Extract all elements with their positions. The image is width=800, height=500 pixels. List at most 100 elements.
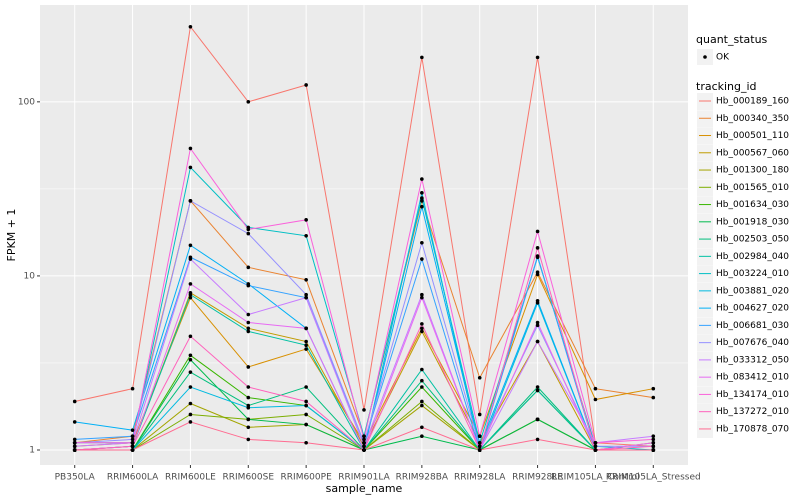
data-point <box>304 412 308 417</box>
data-point <box>535 323 540 328</box>
data-point <box>593 448 598 452</box>
x-tick-label: RRIM105LA_Stressed <box>606 473 701 483</box>
data-point <box>72 448 77 452</box>
data-point <box>651 437 656 442</box>
data-point <box>246 329 251 334</box>
data-point <box>535 229 540 234</box>
data-point <box>304 403 308 408</box>
data-point <box>477 448 482 452</box>
data-point <box>651 434 656 439</box>
legend-label: Hb_000340_350 <box>716 114 789 124</box>
data-point <box>304 295 308 300</box>
data-point <box>477 375 482 380</box>
data-point <box>188 385 193 389</box>
data-point <box>420 425 424 430</box>
x-tick-label: RRIM600LE <box>165 473 216 483</box>
data-point <box>477 440 482 445</box>
data-point <box>188 257 193 261</box>
y-tick-label: 100 <box>18 97 35 107</box>
data-point <box>246 231 251 236</box>
legend-point <box>703 55 707 59</box>
data-point <box>246 385 251 389</box>
data-point <box>362 444 366 449</box>
data-point <box>535 385 540 389</box>
data-point <box>535 246 540 250</box>
data-point <box>535 320 540 325</box>
data-point <box>130 444 135 449</box>
data-point <box>188 401 193 406</box>
data-point <box>72 437 77 442</box>
data-point <box>188 292 193 297</box>
legend-label: Hb_170878_070 <box>716 424 789 434</box>
data-point <box>304 218 308 222</box>
data-point <box>72 444 77 449</box>
x-axis-title: sample_name <box>326 482 403 495</box>
y-tick-label: 1 <box>29 445 35 455</box>
data-point <box>188 353 193 358</box>
data-point <box>304 234 308 238</box>
data-point <box>420 399 424 404</box>
x-tick-label: RRIM928LA <box>454 473 506 483</box>
data-point <box>420 199 424 203</box>
data-point <box>246 405 251 410</box>
data-point <box>72 440 77 445</box>
data-point <box>188 243 193 248</box>
data-point <box>188 199 193 203</box>
data-point <box>246 312 251 317</box>
data-point <box>535 55 540 60</box>
legend-label: Hb_002984_040 <box>716 252 789 262</box>
legend-label: Hb_003881_020 <box>716 286 789 296</box>
data-point <box>535 254 540 258</box>
legend-title: tracking_id <box>696 80 757 93</box>
data-point <box>535 339 540 344</box>
x-tick-label: RRIM901LA <box>338 473 390 483</box>
data-point <box>420 177 424 181</box>
data-point <box>130 428 135 432</box>
data-point <box>304 339 308 344</box>
data-point <box>651 448 656 452</box>
data-point <box>304 399 308 404</box>
legend-label: Hb_033312_050 <box>716 355 789 365</box>
data-point <box>477 434 482 439</box>
legend-label: Hb_001565_010 <box>716 183 789 193</box>
data-point <box>130 386 135 391</box>
data-point <box>188 295 193 300</box>
data-point <box>420 378 424 383</box>
x-tick-label: RRIM105LA_Control <box>551 473 640 483</box>
data-point <box>593 386 598 391</box>
data-point <box>130 448 135 452</box>
data-point <box>420 295 424 300</box>
data-point <box>304 326 308 331</box>
y-tick-label: 10 <box>24 271 36 281</box>
data-point <box>246 417 251 422</box>
data-point <box>188 370 193 374</box>
legend-label: Hb_000189_160 <box>716 97 789 107</box>
x-tick-label: PB350LA <box>55 473 96 483</box>
x-tick-label: RRIM928BA <box>396 473 449 483</box>
data-point <box>593 444 598 449</box>
legend-label: Hb_001300_180 <box>716 166 789 176</box>
y-axis-title: FPKM + 1 <box>5 209 18 262</box>
data-point <box>304 422 308 427</box>
data-point <box>535 272 540 277</box>
legend-label: OK <box>716 53 730 63</box>
data-point <box>188 420 193 424</box>
data-point <box>420 326 424 331</box>
x-tick-label: RRIM600PE <box>281 473 333 483</box>
data-point <box>304 440 308 445</box>
legend-label: Hb_137272_010 <box>716 407 789 417</box>
data-point <box>362 448 366 452</box>
data-point <box>304 83 308 87</box>
data-point <box>420 403 424 408</box>
data-point <box>246 365 251 369</box>
data-point <box>72 420 77 424</box>
data-point <box>246 100 251 104</box>
data-point <box>246 283 251 288</box>
legend-label: Hb_083412_010 <box>716 373 789 383</box>
data-point <box>420 191 424 195</box>
data-point <box>304 292 308 297</box>
legend-label: Hb_003224_010 <box>716 269 789 279</box>
data-point <box>420 257 424 261</box>
data-point <box>593 440 598 445</box>
